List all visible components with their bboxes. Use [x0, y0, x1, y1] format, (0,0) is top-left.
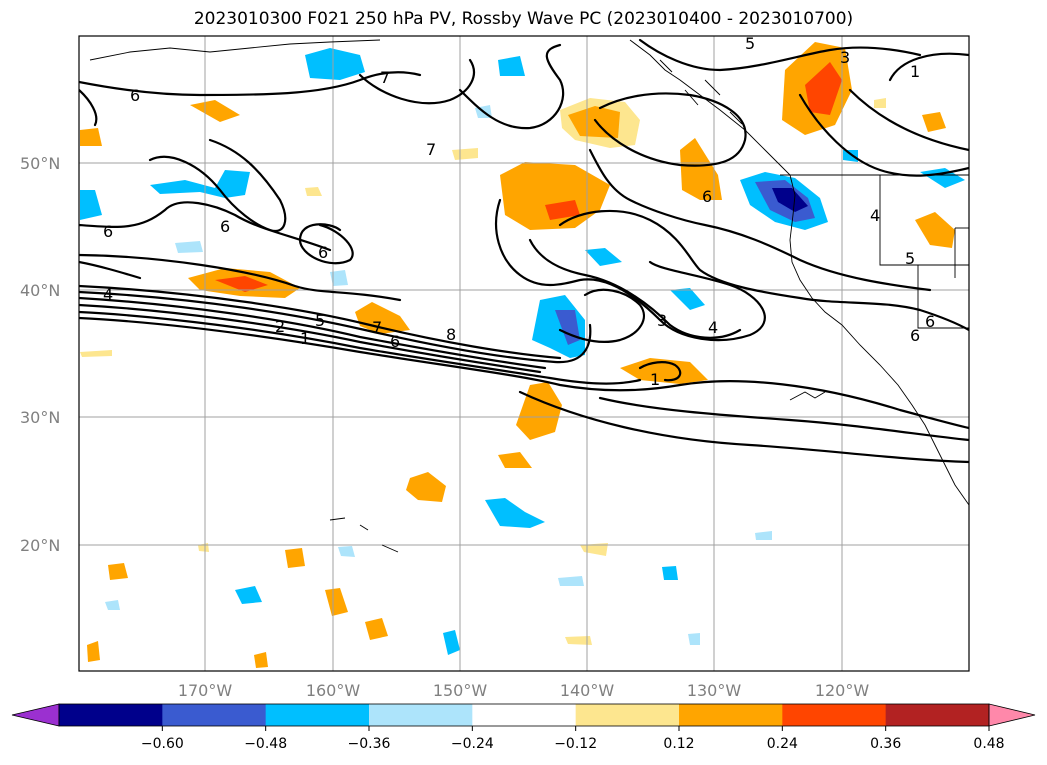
colorbar-segment — [885, 704, 990, 726]
contour-label: 6 — [702, 187, 712, 206]
colorbar-extend-max — [988, 703, 1036, 727]
colorbar-segment — [472, 704, 577, 726]
map-border — [78, 35, 970, 672]
contour-label: 7 — [380, 68, 390, 87]
lat-label: 40°N — [20, 281, 60, 300]
contour-label: 3 — [840, 48, 850, 67]
coastlines — [89, 39, 969, 553]
lon-label: 120°W — [815, 681, 870, 700]
lat-label: 30°N — [20, 408, 60, 427]
colorbar-segment — [265, 704, 370, 726]
colorbar-tick-label: 0.24 — [767, 736, 798, 752]
colorbar-tick-label: 0.48 — [973, 736, 1004, 752]
contour-label: 1 — [650, 370, 660, 389]
contour-label: 7 — [372, 318, 382, 337]
colorbar-segment — [679, 704, 783, 726]
colorbar-segment — [162, 704, 267, 726]
colorbar-segment — [369, 704, 473, 726]
contour-labels: 6 6 6 6 6 4 5 2 1 7 6 8 7 7 5 3 6 3 4 1 … — [103, 34, 935, 389]
lon-label: 160°W — [306, 681, 361, 700]
contour-label: 6 — [925, 312, 935, 331]
colorbar-segment — [782, 704, 887, 726]
colorbar-tick-label: 0.12 — [663, 736, 694, 752]
colorbar-segment — [59, 704, 163, 726]
colorbar-tick-label: −0.36 — [348, 736, 391, 752]
contour-label: 7 — [426, 140, 436, 159]
longitude-labels: 170°W 160°W 150°W 140°W 130°W 120°W — [178, 681, 870, 700]
contour-label: 6 — [220, 217, 230, 236]
colorbar-tick-label: −0.60 — [141, 736, 184, 752]
contour-label: 6 — [318, 243, 328, 262]
lat-label: 20°N — [20, 536, 60, 555]
pv-contours — [79, 38, 969, 464]
lon-label: 130°W — [687, 681, 742, 700]
map-title: 2023010300 F021 250 hPa PV, Rossby Wave … — [193, 9, 854, 29]
contour-label: 5 — [905, 249, 915, 268]
contour-label: 8 — [446, 325, 456, 344]
colorbar-tick-label: −0.12 — [554, 736, 597, 752]
colorbar-segment — [575, 704, 680, 726]
contour-label: 4 — [103, 285, 113, 304]
graticule — [79, 36, 969, 671]
contour-label: 6 — [910, 326, 920, 345]
contour-label: 6 — [103, 222, 113, 241]
contour-label: 4 — [708, 318, 718, 337]
positive-anomaly-shading — [80, 42, 955, 668]
lon-label: 140°W — [560, 681, 615, 700]
contour-label: 2 — [275, 317, 285, 336]
contour-label: 6 — [390, 332, 400, 351]
contour-label: 5 — [745, 34, 755, 53]
lon-label: 170°W — [178, 681, 233, 700]
latitude-labels: 50°N 40°N 30°N 20°N — [20, 154, 60, 555]
colorbar-extend-min — [11, 703, 60, 727]
contour-label: 6 — [130, 86, 140, 105]
lon-label: 150°W — [433, 681, 488, 700]
colorbar-tick-label: −0.24 — [451, 736, 494, 752]
colorbar-outline — [58, 703, 990, 727]
contour-label: 3 — [657, 311, 667, 330]
contour-label: 4 — [870, 206, 880, 225]
negative-anomaly-shading — [80, 48, 965, 655]
contour-label: 1 — [300, 329, 310, 348]
colorbar: −0.60 −0.48 −0.36 −0.24 −0.12 0.12 0.24 0.36 0.4… — [11, 703, 1036, 752]
contour-label: 5 — [315, 311, 325, 330]
contour-label: 1 — [910, 62, 920, 81]
lat-label: 50°N — [20, 154, 60, 173]
colorbar-tick-label: −0.48 — [244, 736, 287, 752]
colorbar-tick-label: 0.36 — [870, 736, 901, 752]
